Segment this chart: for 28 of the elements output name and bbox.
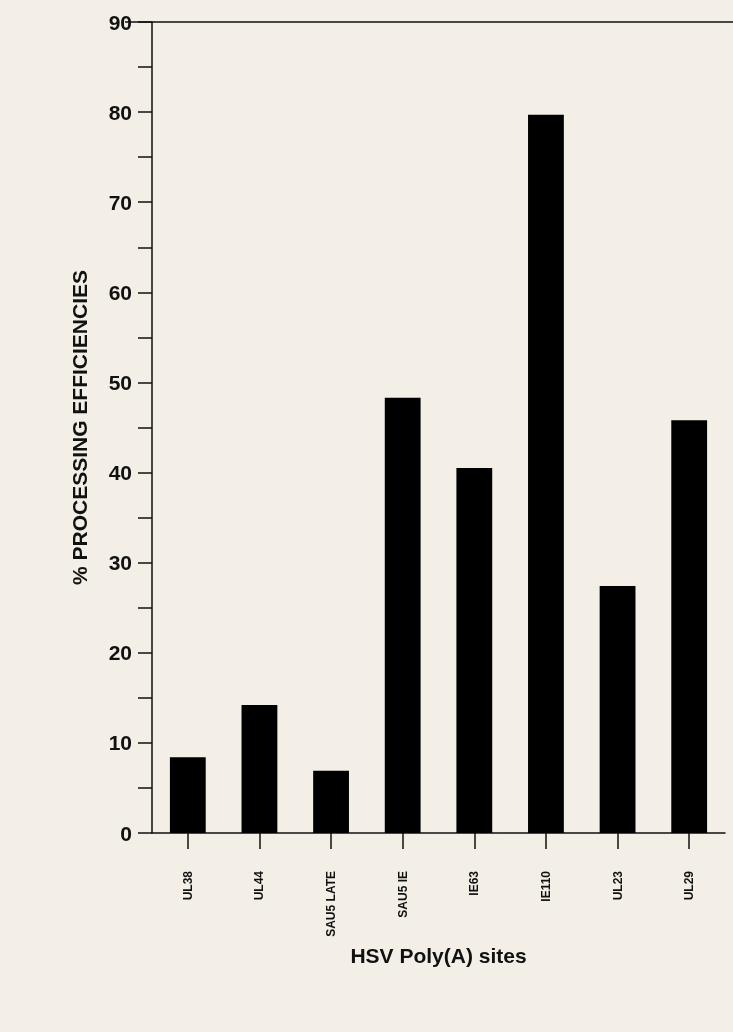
y-tick-label: 30 <box>108 551 132 575</box>
y-tick-label: 90 <box>108 10 132 34</box>
bar <box>241 705 278 833</box>
y-tick-label: 80 <box>108 100 132 124</box>
y-tick-label: 20 <box>108 641 132 665</box>
y-tick-label: 10 <box>108 731 132 755</box>
x-tick-label: UL23 <box>610 870 625 901</box>
y-axis-title: % PROCESSING EFFICIENCIES <box>68 269 91 586</box>
x-axis-title: HSV Poly(A) sites <box>350 943 527 967</box>
x-tick-label: SAU5 IE <box>395 871 410 918</box>
y-tick-label: 60 <box>108 280 132 304</box>
y-tick-label: 70 <box>108 190 132 214</box>
bar <box>528 114 564 833</box>
bar <box>313 770 349 833</box>
y-tick-label: 50 <box>108 370 132 394</box>
y-tick-label: 40 <box>108 461 132 485</box>
bar <box>456 468 493 833</box>
x-tick-label: UL38 <box>180 870 195 901</box>
x-tick-label: UL44 <box>252 870 267 901</box>
bar <box>169 757 206 833</box>
x-tick-label: UL29 <box>682 870 697 901</box>
y-tick-label: 0 <box>120 821 132 845</box>
bar <box>671 420 708 833</box>
x-tick-label: SAU5 LATE <box>324 871 339 937</box>
bar <box>384 397 421 833</box>
x-tick-label: IE110 <box>538 870 553 902</box>
x-tick-label: IE63 <box>467 870 482 896</box>
bar <box>599 586 636 833</box>
